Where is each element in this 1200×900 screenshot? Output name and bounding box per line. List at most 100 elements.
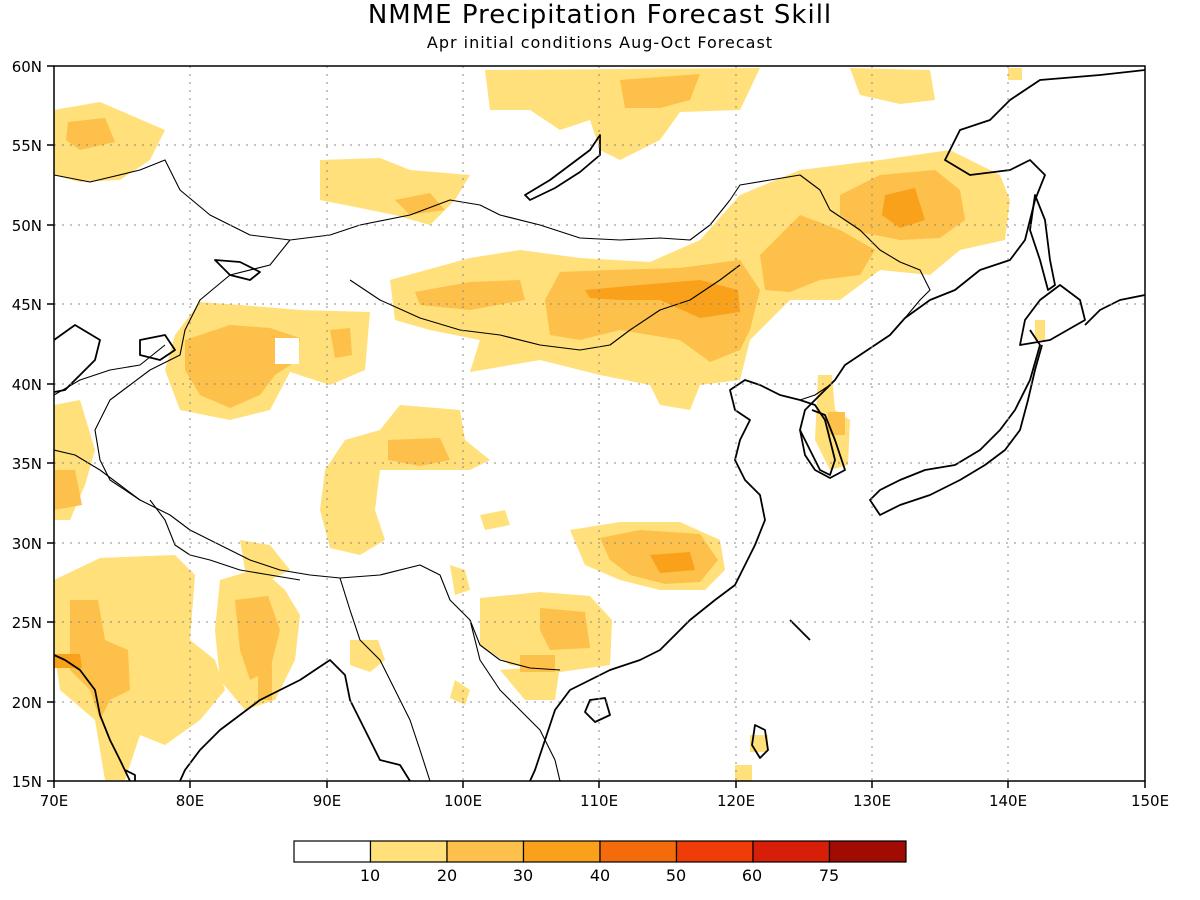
kazakh-uzbek-border — [54, 344, 166, 396]
skill-region-nepal — [240, 540, 290, 580]
lon-tick: 80E — [176, 792, 205, 810]
myanmar-border — [339, 577, 431, 781]
colorbar-swatch — [446, 840, 525, 863]
skill-region-siberia-core — [620, 74, 700, 108]
map-title: NMME Precipitation Forecast Skill — [367, 0, 833, 30]
lat-tick: 35N — [12, 455, 42, 473]
lat-tick: 40N — [12, 376, 42, 394]
tick-marks — [47, 65, 1146, 788]
lat-tick: 20N — [12, 694, 42, 712]
colorbar-swatch — [293, 840, 372, 863]
skill-region-philippines — [735, 765, 752, 781]
lat-tick-labels: 15N 20N 25N 30N 35N 40N 45N 50N 55N 60N — [12, 58, 42, 791]
colorbar-swatch — [369, 840, 448, 863]
skill-region-northwest-core — [66, 118, 115, 150]
colorbar — [293, 840, 907, 863]
skill-gap — [275, 338, 299, 364]
skill-region-kamchatka — [1008, 68, 1022, 80]
colorbar-swatch — [522, 840, 601, 863]
skill-region-amur-peak — [882, 188, 925, 228]
skill-region-kazakh-core — [185, 325, 300, 408]
skill-region-bay — [350, 640, 385, 672]
hokkaido-coastline — [1019, 284, 1086, 346]
colorbar-swatch — [675, 840, 754, 863]
skill-region-altai — [320, 158, 470, 225]
lon-tick: 140E — [989, 792, 1027, 810]
skill-region-tibet-core — [388, 438, 450, 466]
colorbar-label: 20 — [437, 866, 457, 885]
colorbar-swatch — [828, 840, 907, 863]
skill-region-yunnan — [450, 565, 470, 595]
skill-30-40-layer — [54, 188, 925, 668]
india-west-coastline — [54, 654, 131, 781]
india-nepal-border — [149, 499, 301, 581]
skill-region-korea-core — [828, 412, 845, 435]
indochina-border — [469, 619, 561, 781]
lat-tick: 60N — [12, 58, 42, 76]
aral-lake — [139, 334, 176, 361]
north-korea-border — [799, 384, 831, 401]
central-asia-borders — [54, 449, 141, 501]
india-coastline — [179, 659, 411, 781]
skill-region-south-china-peak — [650, 552, 695, 573]
sakhalin-coastline — [1029, 194, 1056, 291]
lon-tick: 150E — [1131, 792, 1169, 810]
colorbar-label: 10 — [360, 866, 380, 885]
colorbar-label: 30 — [513, 866, 533, 885]
borders — [54, 159, 931, 781]
colorbar-labels: 10 20 30 40 50 60 75 — [360, 866, 839, 885]
lon-tick: 110E — [580, 792, 618, 810]
skill-region-far-north — [850, 68, 935, 104]
lon-tick: 90E — [313, 792, 342, 810]
lat-tick: 55N — [12, 137, 42, 155]
skill-region-tibet-east — [480, 510, 510, 530]
kamchatka-coastline — [1084, 294, 1145, 326]
baikal-lake — [524, 134, 601, 201]
skill-region-altai-core — [395, 193, 445, 215]
skill-region-manchuria — [760, 215, 875, 292]
colorbar-swatch — [752, 840, 831, 863]
map-subtitle: Apr initial conditions Aug-Oct Forecast — [426, 33, 774, 52]
sri-lanka-coastline — [124, 769, 136, 781]
mongolia-china-border — [349, 264, 741, 351]
colorbar-label: 75 — [819, 866, 839, 885]
coastlines — [54, 69, 1145, 781]
japan-coastline — [869, 329, 1043, 516]
lon-tick: 100E — [444, 792, 482, 810]
lon-tick: 120E — [717, 792, 755, 810]
lat-tick: 30N — [12, 535, 42, 553]
skill-region-west-core — [54, 470, 82, 510]
colorbar-swatch — [599, 840, 678, 863]
korea-coastline — [799, 409, 846, 479]
gridlines — [54, 66, 1145, 781]
lat-tick: 25N — [12, 614, 42, 632]
lat-tick: 50N — [12, 217, 42, 235]
skill-region-bengal-core — [235, 596, 280, 680]
skill-region-gobi-peak — [585, 280, 740, 318]
skill-region-mongolia-core — [415, 280, 525, 310]
skill-region-tibet — [320, 405, 490, 555]
lat-tick: 15N — [12, 773, 42, 791]
colorbar-label: 60 — [742, 866, 762, 885]
colorbar-label: 40 — [590, 866, 610, 885]
skill-region-indochina — [500, 665, 560, 700]
taiwan-coastline — [751, 724, 769, 759]
skill-region-myanmar — [450, 680, 470, 705]
russia-kazakh-border — [54, 159, 291, 241]
philippines-coastline — [789, 619, 811, 641]
colorbar-label: 50 — [666, 866, 686, 885]
hainan-coastline — [584, 697, 611, 723]
skill-shading — [54, 68, 1045, 781]
lon-tick: 70E — [40, 792, 69, 810]
skill-region-kazakh-east — [330, 328, 352, 358]
russia-mongolia-china-border — [289, 174, 931, 319]
caspian-coastline — [54, 324, 101, 393]
lat-tick: 45N — [12, 296, 42, 314]
lon-tick: 130E — [853, 792, 891, 810]
lon-tick-labels: 70E 80E 90E 100E 110E 120E 130E 140E 150… — [40, 792, 1169, 810]
skill-region-south-china-coast-core — [540, 608, 590, 650]
skill-region-india-west-core — [258, 665, 272, 700]
skill-region-india-core — [70, 600, 130, 720]
skill-region-sakhalin — [1035, 320, 1045, 340]
